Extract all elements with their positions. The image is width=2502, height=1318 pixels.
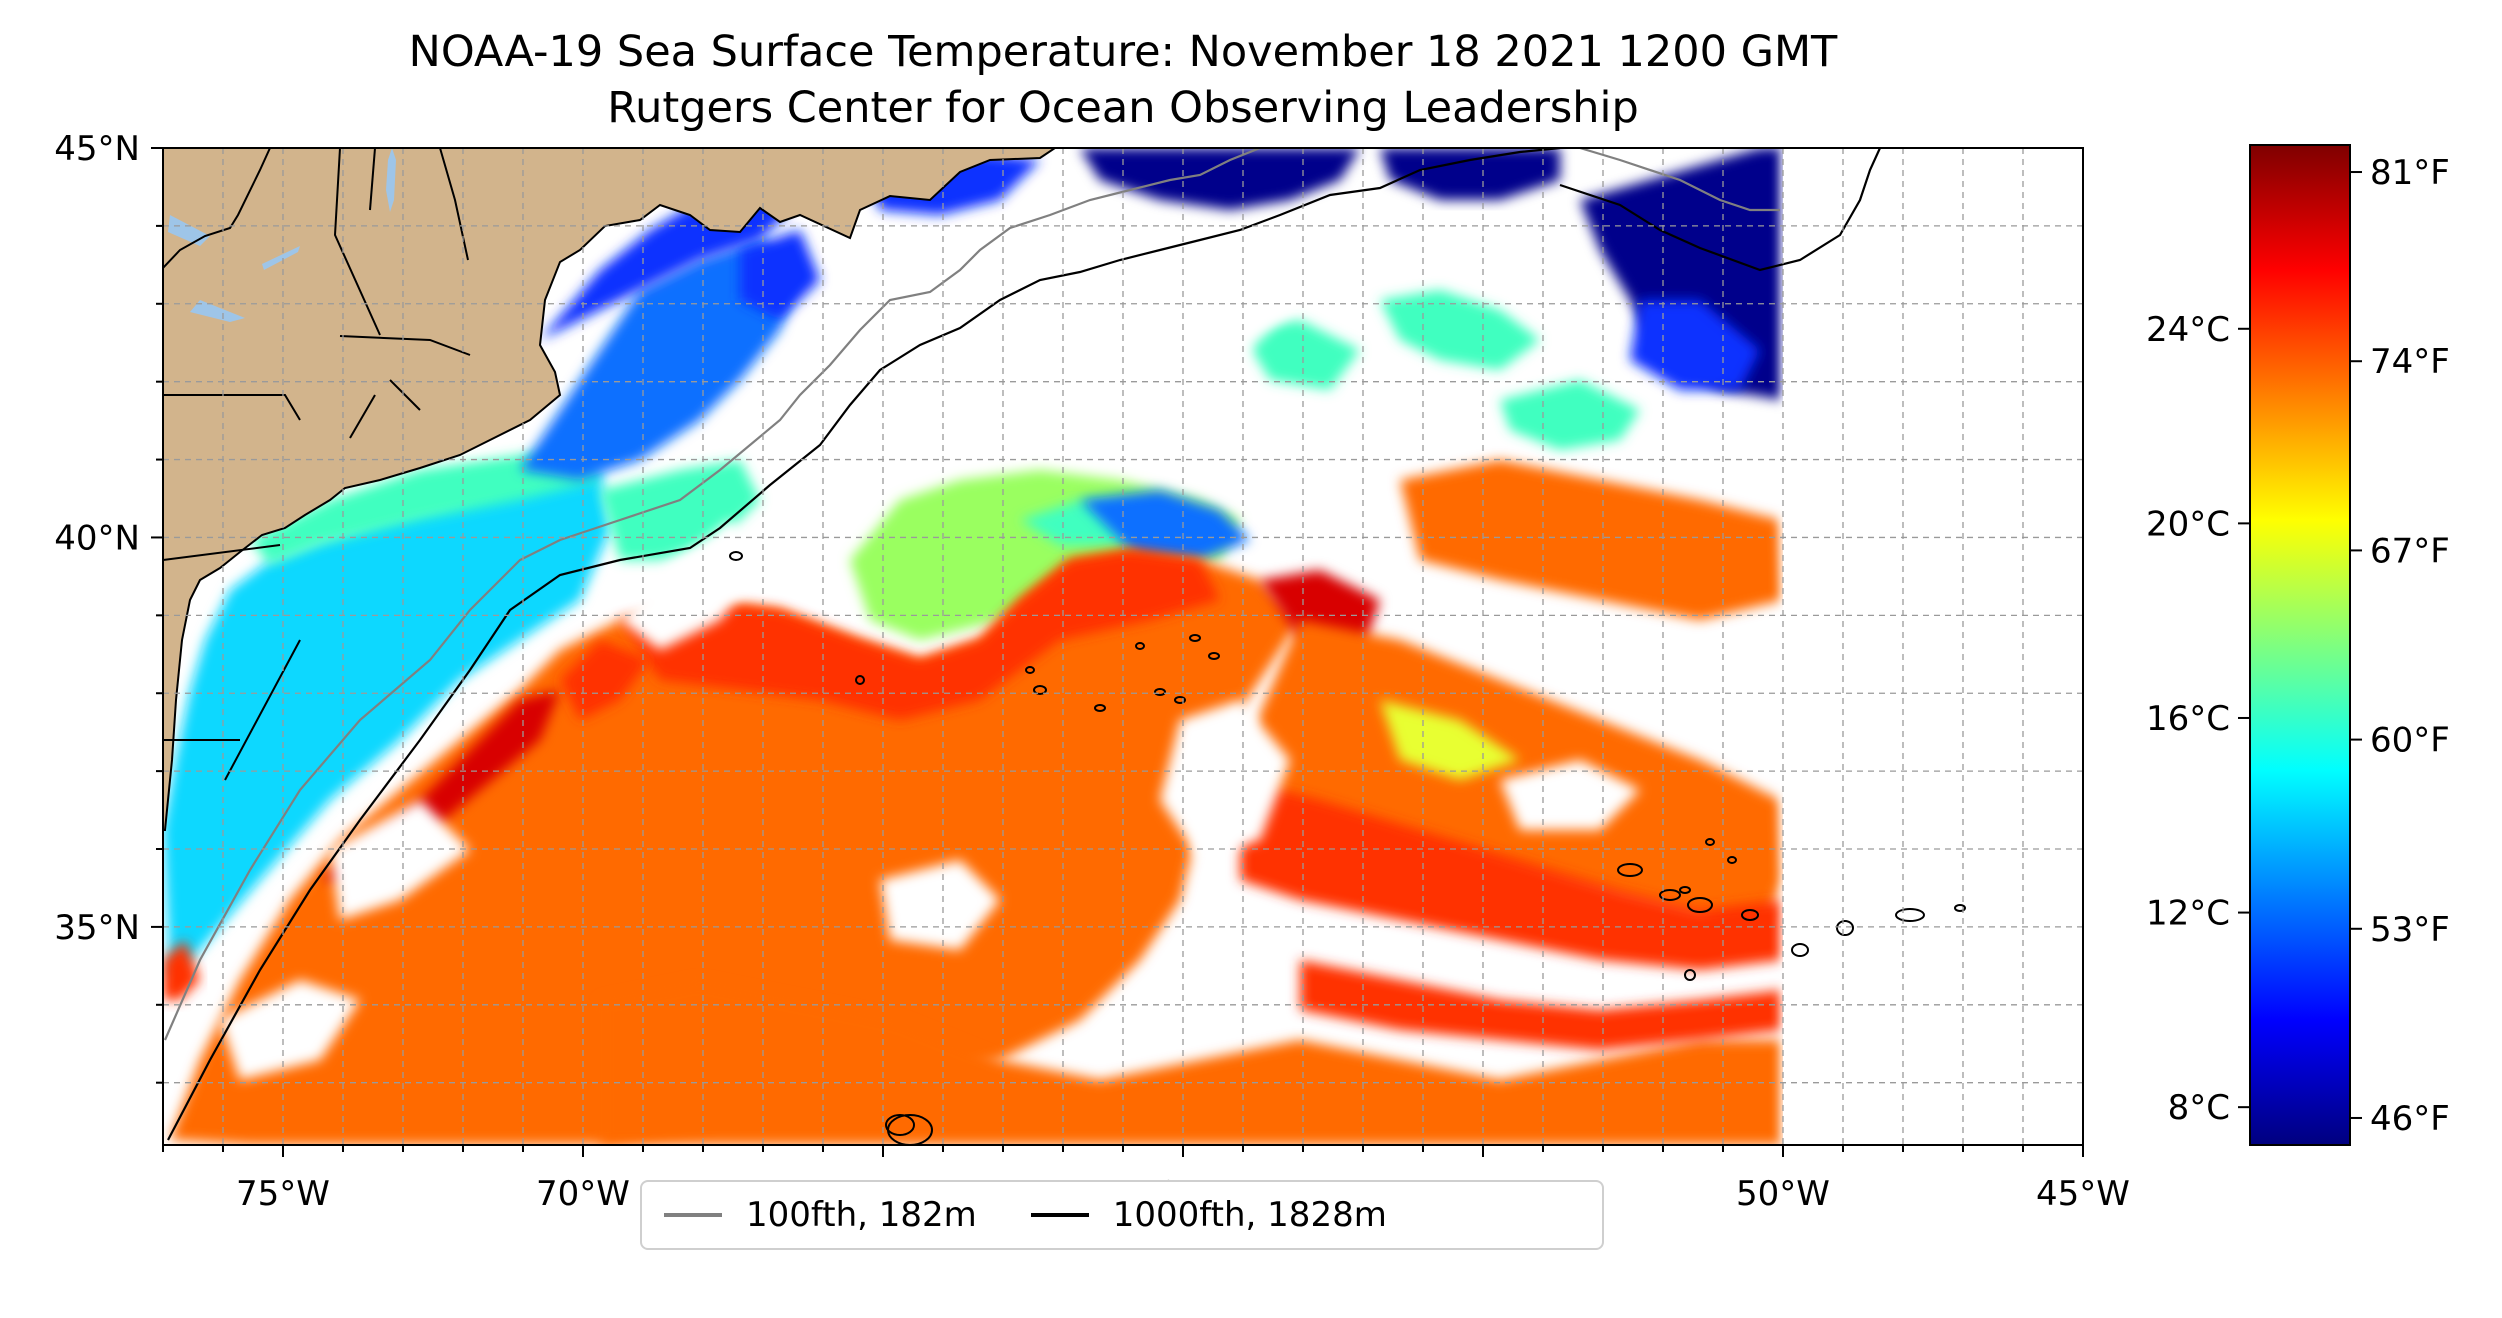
seamount-outline: [1617, 863, 1643, 877]
c-tick-label: 8°C: [2168, 1088, 2230, 1128]
f-tick-label: 67°F: [2370, 531, 2450, 571]
seamount-outline: [1189, 634, 1201, 642]
sst-patch: [1500, 380, 1640, 450]
seamount-outline: [1208, 652, 1220, 660]
sst-patch: [163, 470, 610, 980]
seamount-outline: [1154, 688, 1166, 696]
legend-item-1000fth: 1000fth, 1828m: [1030, 1195, 1387, 1235]
state-boundaries: [163, 148, 471, 781]
seamount-outline: [1135, 642, 1145, 650]
seamount-outline: [1687, 897, 1713, 913]
seamount-outline: [1679, 886, 1691, 894]
seamount-outline: [1895, 908, 1925, 922]
sst-blobs: [163, 148, 2083, 1145]
sst-patch: [1240, 320, 1360, 390]
map-subtitle: Rutgers Center for Ocean Observing Leade…: [607, 83, 1639, 133]
lon-tick-label: 50°W: [1736, 1174, 1830, 1214]
f-tick-label: 46°F: [2370, 1099, 2450, 1139]
lat-tick-label: 45°N: [54, 129, 140, 169]
sst-patch: [320, 690, 560, 880]
legend-label-100fth: 100fth, 182m: [746, 1195, 977, 1235]
data-gap: [1500, 760, 1640, 830]
seamount-outline: [1659, 889, 1681, 901]
c-tick-label: 12°C: [2146, 894, 2230, 934]
seamount-outline: [1033, 685, 1047, 695]
sst-patch: [163, 940, 200, 1000]
data-gap: [330, 800, 470, 920]
sst-patch: [170, 550, 1300, 1145]
colorbar-ticks: 46°F 53°F 60°F 67°F 74°F 81°F 8°C 12°C 16°C 20°C 2…: [2146, 153, 2450, 1139]
seamount-outline: [1727, 856, 1737, 864]
seamount-outline: [887, 1114, 933, 1145]
seamount-outline: [1836, 920, 1854, 936]
isobath-100fth: [163, 148, 1261, 1041]
legend: 100fth, 182m 1000fth, 1828m: [640, 1180, 1604, 1250]
seamount-outline: [729, 551, 743, 561]
isobath-1000fth-east: [1559, 148, 1882, 272]
lon-tick-label: 70°W: [536, 1174, 630, 1214]
lon-tick-label: 45°W: [2036, 1174, 2130, 1214]
sst-patch: [1380, 148, 1560, 200]
sst-patch: [1080, 490, 1250, 560]
sst-patch: [520, 240, 800, 480]
lake: [262, 246, 300, 270]
sst-patch: [620, 550, 1220, 720]
f-tick-label: 53°F: [2370, 910, 2450, 950]
legend-item-100fth: 100fth, 182m: [664, 1195, 977, 1235]
land-mass: [163, 148, 1057, 831]
seamount-outlines: [729, 551, 1966, 1145]
sst-patch: [1080, 148, 1360, 210]
seamount-outline: [1705, 838, 1715, 846]
data-gap: [1160, 700, 1290, 860]
isobaths: [163, 148, 1882, 1141]
lake: [190, 300, 245, 322]
sst-patch: [1380, 290, 1540, 370]
seamount-outline: [885, 1114, 915, 1136]
isobath-1000fth: [167, 148, 1561, 1141]
seamount-outline: [1741, 909, 1759, 921]
seamount-outline: [1684, 969, 1696, 981]
no-data-region: [1783, 148, 2083, 1145]
colorbar: [2249, 144, 2351, 1146]
isobath-100fth-east: [1579, 148, 1780, 212]
legend-swatch-1000fth: [1030, 1213, 1089, 1217]
map-title: NOAA-19 Sea Surface Temperature: Novembe…: [408, 27, 1838, 77]
sst-field: [163, 148, 2083, 1145]
f-tick-label: 74°F: [2370, 342, 2450, 382]
seamount-outline: [1025, 666, 1035, 674]
seamount-outline: [1094, 704, 1106, 712]
c-tick-label: 20°C: [2146, 504, 2230, 544]
data-gap: [940, 220, 1300, 420]
seamount-outline: [855, 675, 865, 685]
c-tick-label: 24°C: [2146, 310, 2230, 350]
sst-patch: [600, 980, 1783, 1145]
lon-tick-label: 75°W: [236, 1174, 330, 1214]
sst-patch: [1380, 700, 1520, 780]
f-tick-label: 81°F: [2370, 153, 2450, 193]
c-tick-label: 16°C: [2146, 699, 2230, 739]
f-tick-label: 60°F: [2370, 721, 2450, 761]
sst-patch: [1630, 300, 1760, 390]
seamount-outline: [1174, 696, 1186, 704]
lake: [386, 148, 396, 212]
lat-tick-label: 40°N: [54, 518, 140, 558]
sst-patch: [740, 230, 820, 320]
lat-tick-label: 35°N: [54, 908, 140, 948]
legend-label-1000fth: 1000fth, 1828m: [1112, 1195, 1387, 1235]
legend-swatch-100fth: [664, 1213, 722, 1217]
sst-patch: [1240, 780, 1783, 970]
sst-patch: [1400, 460, 1783, 620]
gridlines: [163, 148, 2083, 1145]
seamount-outline: [1954, 904, 1966, 912]
seamount-outline: [1791, 943, 1809, 957]
sst-patch: [250, 450, 600, 565]
